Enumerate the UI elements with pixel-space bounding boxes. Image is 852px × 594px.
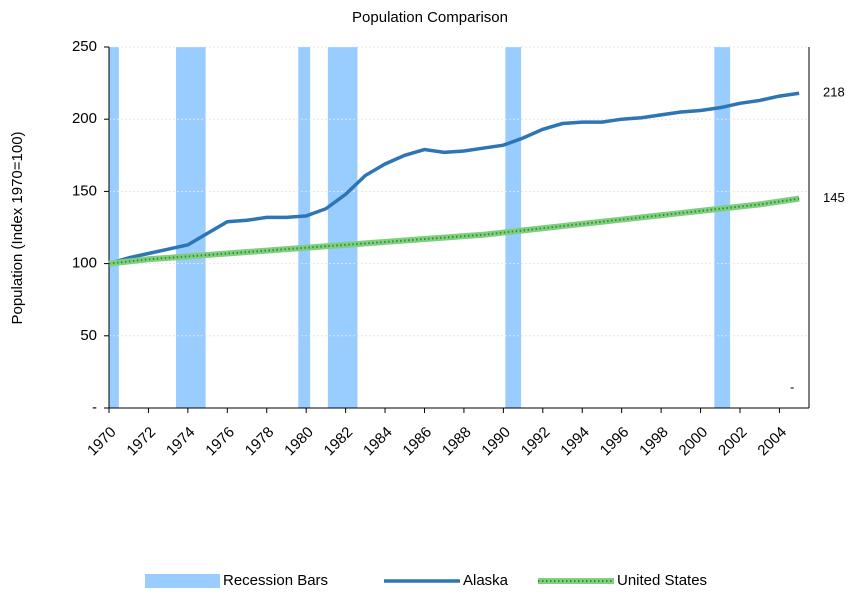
- legend-label: United States: [617, 572, 707, 589]
- x-tick-label: 1994: [557, 424, 593, 460]
- recession-bar: [298, 47, 311, 408]
- y-tick-label: 250: [72, 38, 97, 55]
- x-tick-label: 1982: [321, 424, 357, 460]
- y-axis-label: Population (Index 1970=100): [9, 131, 26, 324]
- recession-bar: [109, 47, 119, 408]
- x-tick-label: 2002: [715, 424, 751, 460]
- x-tick-label: 1980: [281, 424, 317, 460]
- x-tick-label: 1990: [478, 424, 514, 460]
- legend-swatch: [145, 574, 220, 588]
- line-pattern: [108, 197, 800, 265]
- legend-label: Alaska: [463, 572, 509, 589]
- x-tick-label: 1974: [163, 424, 199, 460]
- x-tick-label: 1998: [636, 424, 672, 460]
- annotation: -: [790, 379, 794, 394]
- x-tick-label: 2004: [754, 424, 790, 460]
- y-tick-label: 150: [72, 182, 97, 199]
- end-label: 145: [823, 190, 845, 205]
- y-tick-label: -: [92, 399, 97, 416]
- x-tick-label: 1988: [439, 424, 475, 460]
- legend-label: Recession Bars: [223, 572, 328, 589]
- line: [108, 91, 800, 266]
- x-tick-label: 1996: [597, 424, 633, 460]
- x-tick-label: 1984: [360, 424, 396, 460]
- y-tick-label: 100: [72, 255, 97, 272]
- chart-title: Population Comparison: [352, 9, 508, 26]
- recession-bar: [327, 47, 358, 408]
- x-tick-label: 2000: [676, 424, 712, 460]
- recession-bar: [714, 47, 731, 408]
- x-tick-label: 1976: [202, 424, 238, 460]
- recession-bar: [176, 47, 206, 408]
- recession-bar: [505, 47, 522, 408]
- x-tick-label: 1970: [84, 424, 120, 460]
- end-label: 218: [823, 85, 845, 100]
- x-tick-label: 1992: [518, 424, 554, 460]
- x-tick-label: 1972: [123, 424, 159, 460]
- x-tick-label: 1986: [400, 424, 436, 460]
- x-tick-label: 1978: [242, 424, 278, 460]
- y-tick-label: 50: [80, 327, 97, 344]
- y-tick-label: 200: [72, 110, 97, 127]
